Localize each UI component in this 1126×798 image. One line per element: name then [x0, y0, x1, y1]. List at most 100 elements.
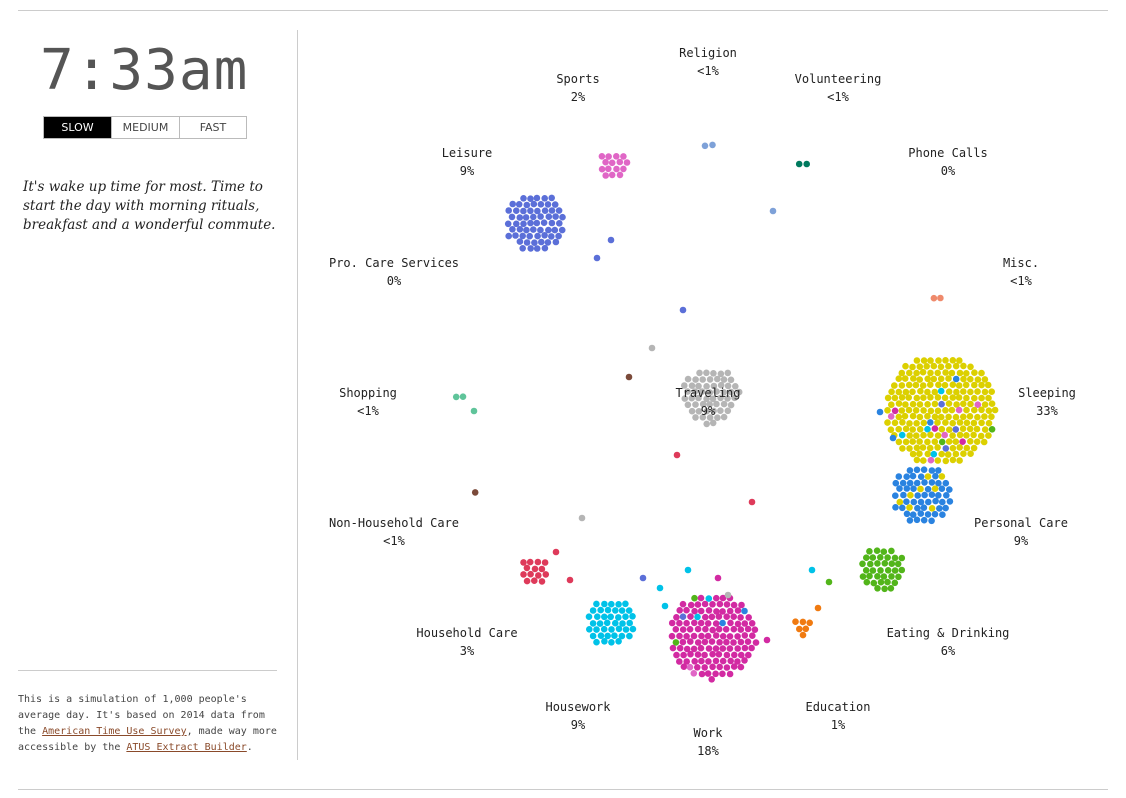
dot-personal-care [935, 467, 942, 474]
dot-personal-care [920, 516, 928, 524]
dot-work [730, 639, 737, 646]
label-volunteering: Volunteering <1% [795, 70, 882, 106]
dot-sleeping [895, 388, 903, 396]
dot-sleeping [888, 401, 895, 409]
dot-work [694, 639, 702, 646]
dot-work [752, 639, 760, 646]
dot-sleeping [952, 438, 960, 446]
dot-sleeping [967, 450, 974, 458]
dot-work [723, 601, 731, 608]
dot-leisure [548, 194, 555, 202]
dot-sleeping [959, 438, 966, 446]
dot-sleeping [949, 394, 957, 401]
dot-sleeping [956, 369, 964, 377]
dot-sleeping [953, 401, 960, 408]
clock-time: 7:33am [40, 38, 249, 103]
dot-housework [538, 578, 546, 585]
dot-personal-care [906, 479, 914, 487]
dot-work [744, 625, 752, 633]
dot-personal-care [928, 505, 936, 512]
dot-household-care [619, 620, 626, 627]
dot-leisure [508, 213, 516, 221]
dot-eating-drinking [888, 560, 896, 567]
atus-extract-builder-link[interactable]: ATUS Extract Builder [126, 742, 247, 753]
dot-work [676, 632, 683, 640]
dot-personal-care [946, 498, 954, 505]
dot-leisure [541, 195, 548, 202]
label-education: Education 1% [805, 698, 870, 734]
dot-household-care [593, 626, 600, 633]
dot-personal-care [903, 485, 911, 492]
dot-leisure [513, 207, 520, 214]
dot-in-transit [607, 236, 615, 244]
dot-sleeping [913, 444, 921, 452]
dot-work [741, 644, 749, 652]
dot-household-care [593, 638, 600, 646]
dot-sleeping [901, 412, 909, 420]
dot-sleeping [927, 381, 934, 389]
dot-work [716, 600, 724, 608]
dot-volunteering [795, 160, 803, 168]
dot-work [694, 664, 701, 671]
dot-shopping [459, 393, 467, 401]
dot-traveling [710, 370, 717, 377]
dot-personal-care [935, 492, 942, 499]
dot-work [708, 613, 716, 621]
dot-work [686, 626, 694, 633]
dot-sleeping [924, 438, 931, 446]
dot-personal-care [910, 498, 918, 506]
speed-slow-button[interactable]: SLOW [44, 117, 111, 138]
dot-sleeping [910, 375, 917, 382]
dot-household-care [593, 600, 600, 608]
dot-work [738, 601, 745, 609]
footnote-text-before: This is a simulation of 1,000 people's a… [18, 694, 265, 737]
dot-sleeping [912, 407, 920, 414]
dot-in-transit [661, 602, 669, 610]
dot-personal-care [921, 491, 928, 499]
dot-personal-care [909, 511, 917, 518]
dot-sleeping [956, 419, 964, 426]
dot-sleeping [988, 413, 995, 421]
dot-leisure [537, 226, 544, 234]
dot-work [697, 594, 705, 602]
dot-work [712, 670, 719, 678]
dot-eating-drinking [880, 573, 888, 580]
dot-sleeping [931, 400, 939, 408]
dot-traveling [717, 370, 725, 378]
speed-medium-button[interactable]: MEDIUM [111, 117, 179, 138]
dot-personal-care [938, 485, 946, 493]
dot-sleeping [974, 413, 981, 421]
dot-leisure [558, 226, 566, 234]
dot-eating-drinking [884, 578, 891, 586]
speed-fast-button[interactable]: FAST [179, 117, 246, 138]
atus-link[interactable]: American Time Use Survey [42, 726, 187, 737]
dot-sleeping [920, 419, 928, 427]
dot-sleeping [891, 407, 899, 415]
dot-sleeping [977, 432, 985, 440]
dot-household-care [615, 614, 622, 621]
dot-sports [623, 159, 631, 166]
dot-eating-drinking [869, 554, 877, 561]
dot-sleeping [948, 369, 956, 377]
dot-sleeping [942, 419, 949, 426]
dot-sleeping [923, 363, 930, 370]
dot-leisure [509, 226, 516, 233]
label-religion-name: Religion [679, 46, 737, 60]
dot-work [737, 626, 745, 633]
dot-education [799, 618, 807, 626]
dot-sleeping [909, 438, 916, 445]
dot-household-care [600, 625, 608, 633]
dot-personal-care [938, 473, 946, 480]
dot-work [726, 607, 734, 615]
dot-sleeping [945, 400, 953, 407]
dot-work [697, 607, 705, 615]
dot-sleeping [952, 426, 960, 433]
dot-work [716, 639, 723, 646]
dot-in-transit [639, 574, 647, 582]
dot-personal-care [895, 473, 903, 480]
dot-eating-drinking [881, 585, 888, 593]
dot-sleeping [913, 394, 921, 402]
dot-traveling [696, 369, 703, 377]
dot-in-transit [578, 514, 586, 522]
dot-sleeping [927, 394, 934, 401]
